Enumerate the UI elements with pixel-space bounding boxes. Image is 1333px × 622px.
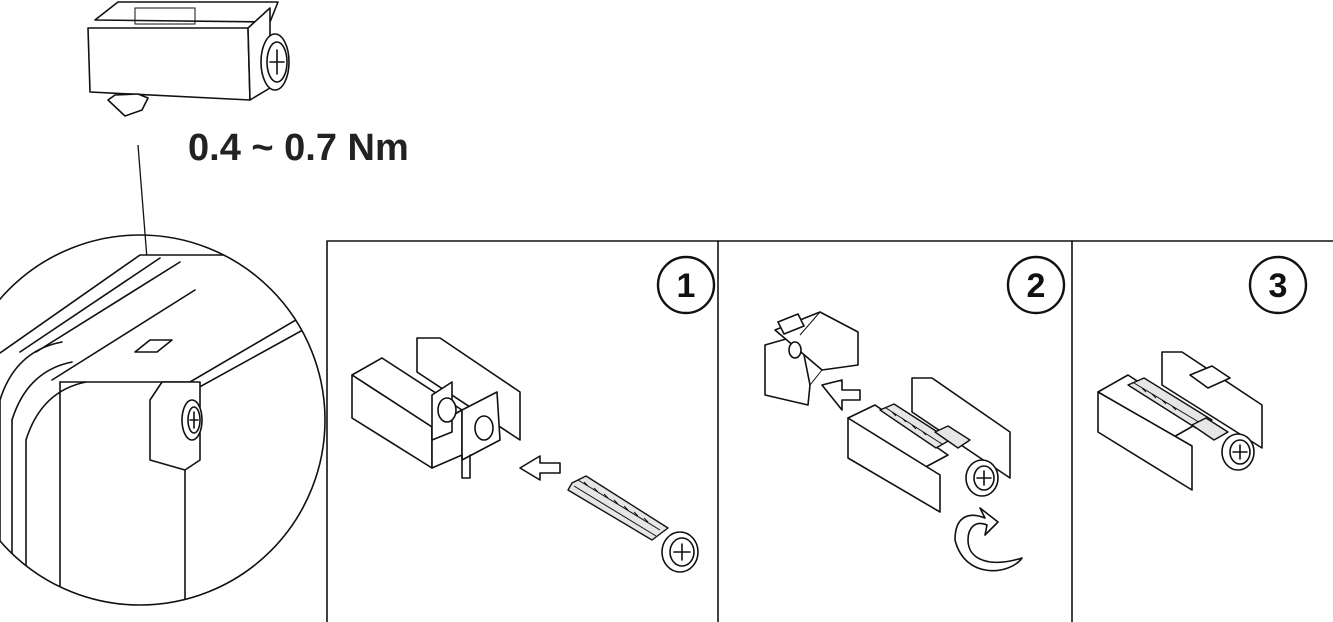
step-2-illustration	[764, 311, 1023, 572]
step-1-number: 1	[677, 267, 696, 305]
torque-label: 0.4 ~ 0.7 Nm	[188, 127, 409, 169]
step-3-badge: 3	[1248, 255, 1308, 315]
step-3-illustration	[1097, 351, 1263, 491]
clamp-module-illustration	[87, 1, 290, 117]
step-1-illustration	[351, 337, 699, 573]
enclosure-detail	[0, 234, 326, 606]
step-2-badge: 2	[1006, 255, 1066, 315]
step-2-number: 2	[1027, 267, 1046, 305]
step-panels	[326, 240, 1333, 622]
step-1-badge: 1	[656, 255, 716, 315]
step-3-number: 3	[1269, 267, 1288, 305]
